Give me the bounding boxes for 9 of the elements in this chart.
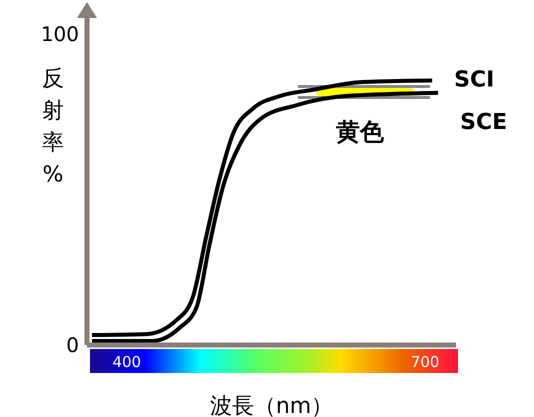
series-label: SCE: [460, 110, 508, 135]
x-tick-label: 400: [112, 353, 142, 371]
series-label: SCI: [454, 67, 494, 92]
y-tick-label: 0: [66, 333, 79, 358]
x-tick-label: 700: [410, 353, 440, 371]
x-axis-title: 波長（nm）: [210, 394, 334, 417]
y-axis-title: 反射率%: [42, 66, 64, 188]
annotation: 黄色: [336, 117, 384, 148]
y-tick-label: 100: [40, 22, 79, 46]
